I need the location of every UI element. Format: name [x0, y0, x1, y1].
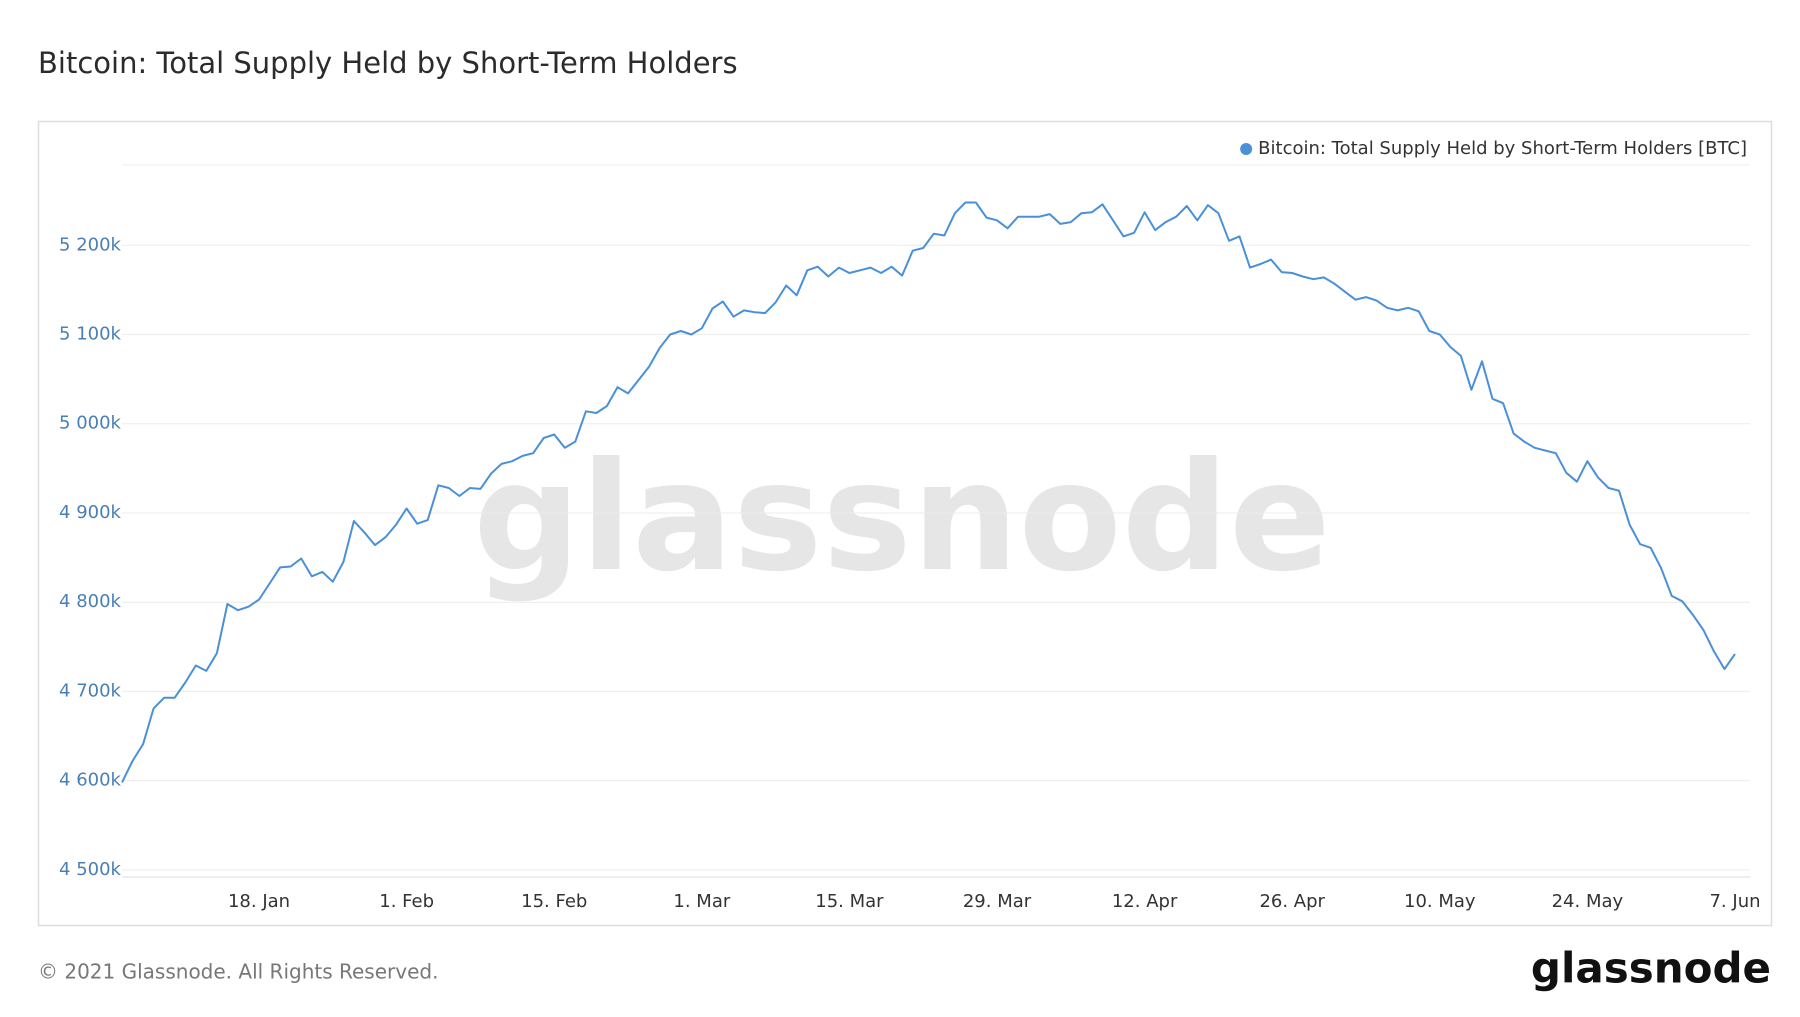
y-tick-label: 4 800k	[59, 591, 122, 612]
chart-title: Bitcoin: Total Supply Held by Short-Term…	[38, 46, 738, 80]
x-tick-label: 1. Mar	[673, 891, 730, 912]
watermark: glassnode	[473, 431, 1331, 605]
y-tick-label: 5 200k	[59, 234, 122, 255]
x-tick-label: 7. Jun	[1709, 891, 1760, 912]
y-tick-label: 4 600k	[59, 770, 122, 791]
x-tick-label: 24. May	[1552, 891, 1624, 912]
x-tick-label: 15. Mar	[815, 891, 884, 912]
data-line	[121, 201, 1736, 783]
x-tick-label: 15. Feb	[521, 891, 587, 912]
y-tick-label: 4 900k	[59, 502, 122, 523]
x-tick-label: 10. May	[1404, 891, 1476, 912]
x-tick-label: 26. Apr	[1259, 891, 1325, 912]
x-tick-label: 29. Mar	[963, 891, 1032, 912]
chart-frame	[37, 120, 1773, 927]
footer: © 2021 Glassnode. All Rights Reserved.	[38, 960, 438, 984]
y-tick-label: 5 000k	[59, 413, 122, 434]
x-tick-label: 18. Jan	[228, 891, 290, 912]
y-tick-label: 5 100k	[59, 324, 122, 345]
y-tick-label: 4 700k	[59, 680, 122, 701]
legend-marker	[1240, 143, 1253, 155]
logo: glassnode	[1531, 944, 1771, 993]
x-tick-label: 1. Feb	[379, 891, 434, 912]
legend-label: Bitcoin: Total Supply Held by Short-Term…	[1258, 138, 1747, 159]
y-tick-label: 4 500k	[59, 859, 122, 880]
x-tick-label: 12. Apr	[1112, 891, 1178, 912]
plot: 4 500k 4 600k 4 700k 4 800k 4 900k 5 000k 5 10…	[59, 138, 1760, 912]
